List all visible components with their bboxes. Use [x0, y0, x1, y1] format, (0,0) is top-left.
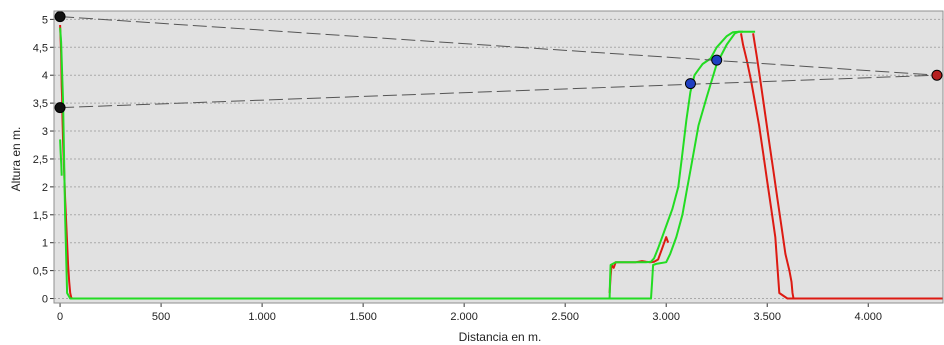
- profile-line: [608, 30, 743, 299]
- x-axis-label: Distancia en m.: [459, 330, 542, 344]
- y-tick-label: 5: [42, 14, 48, 26]
- y-tick-label: 3: [42, 126, 48, 138]
- point-marker: [684, 78, 696, 90]
- y-tick-label: 3,5: [33, 98, 48, 110]
- plot-area: 0 0,5 1 1,5 2 2,5 3 3,5 4 4,5 5 0 500 1.000 1.500 2.000…: [33, 10, 944, 323]
- x-tick-label: 1.000: [248, 311, 276, 323]
- x-tick-label: 2.500: [551, 311, 579, 323]
- x-tick-label: 3.500: [753, 311, 781, 323]
- point-marker: [931, 69, 943, 81]
- x-tick-label: 3.000: [652, 311, 680, 323]
- profile-line: [59, 139, 63, 176]
- sightline: [60, 16, 937, 76]
- y-tick-label: 2,5: [33, 154, 48, 166]
- x-tick-label: 0: [57, 311, 63, 323]
- profile-line: [752, 33, 795, 299]
- y-tick-label: 2: [42, 182, 48, 194]
- x-tick-label: 500: [152, 311, 170, 323]
- x-tick-label: 4.000: [854, 311, 882, 323]
- profile-line: [740, 33, 943, 300]
- point-marker: [711, 54, 723, 66]
- sightline: [60, 74, 937, 109]
- x-tick-label: 2.000: [450, 311, 478, 323]
- plot-background: [54, 11, 943, 303]
- x-tick-label: 1.500: [349, 311, 377, 323]
- y-tick-label: 1,5: [33, 210, 48, 222]
- y-tick-label: 0: [42, 294, 48, 306]
- point-marker: [54, 102, 66, 114]
- y-axis-label: Altura en m.: [9, 127, 23, 192]
- profile-line: [608, 236, 670, 294]
- point-marker: [54, 11, 66, 23]
- y-tick-label: 0,5: [33, 266, 48, 278]
- y-tick-label: 4: [42, 70, 48, 82]
- y-tick-label: 4,5: [33, 42, 48, 54]
- y-tick-label: 1: [42, 238, 48, 250]
- plot-frame: [53, 10, 944, 304]
